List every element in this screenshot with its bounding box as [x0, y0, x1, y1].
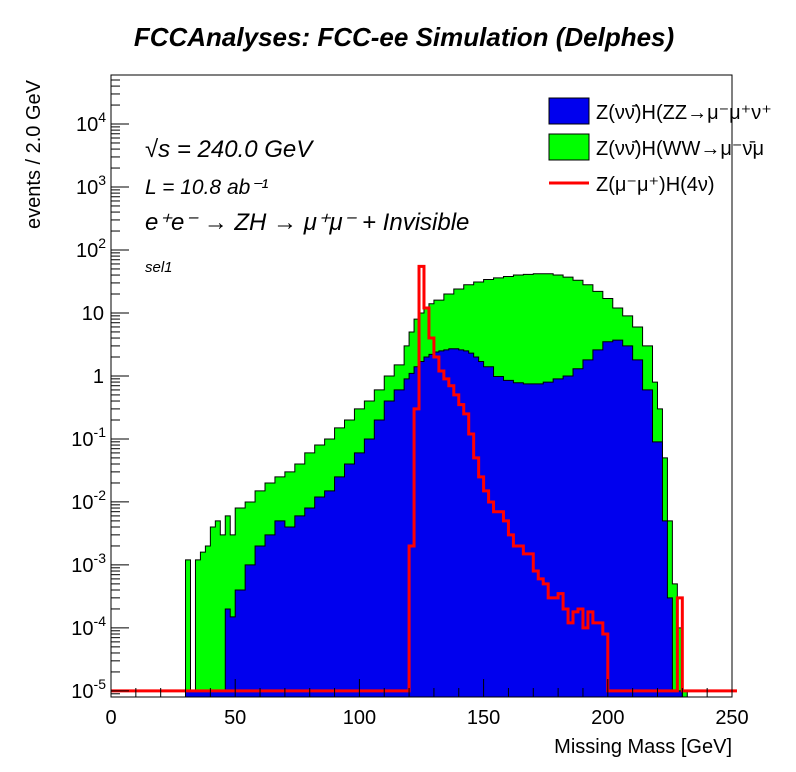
annotation-lumi: L = 10.8 ab⁻¹	[145, 176, 268, 199]
legend-swatch-zz	[548, 97, 590, 125]
x-tick-label: 0	[105, 707, 116, 729]
y-tick-label: 103	[76, 172, 106, 199]
annotation-sqrts: √s = 240.0 GeV	[145, 136, 314, 163]
x-axis-label: Missing Mass [GeV]	[554, 736, 732, 758]
x-tick-label: 150	[467, 707, 500, 729]
legend: Z(νν̄)H(ZZ→μ⁻μ⁺ν⁺ Z(νν̄)H(WW→μ⁻ν̄μ Z(μ⁻μ⁺)…	[548, 97, 772, 196]
series-layer	[111, 264, 737, 698]
x-tick-label: 250	[715, 707, 748, 729]
y-tick-label: 104	[76, 109, 106, 136]
x-tick-label: 50	[224, 707, 246, 729]
y-tick-label: 10-2	[71, 487, 106, 514]
y-tick-label: 1	[93, 366, 104, 388]
annotation-layer: √s = 240.0 GeV L = 10.8 ab⁻¹ e⁺e⁻ → ZH → μ…	[145, 136, 469, 276]
legend-label-mumu: Z(μ⁻μ⁺)H(4ν)	[596, 174, 715, 196]
series-mumu-line	[111, 264, 737, 693]
chart-title: FCCAnalyses: FCC-ee Simulation (Delphes)	[134, 22, 674, 52]
legend-label-zz: Z(νν̄)H(ZZ→μ⁻μ⁺ν⁺	[596, 102, 772, 124]
y-tick-label: 10-5	[71, 676, 106, 703]
legend-label-ww: Z(νν̄)H(WW→μ⁻ν̄μ	[596, 138, 764, 160]
legend-swatch-ww	[548, 133, 590, 161]
y-axis-label: events / 2.0 GeV	[23, 79, 45, 229]
y-tick-label: 10-1	[71, 424, 106, 451]
axis-layer: 0 50 100 150 200 250 10-5 10-4 10-3 10-2 10-1 1 10 10…	[71, 74, 749, 729]
x-tick-label: 100	[343, 707, 376, 729]
x-tick-label: 200	[591, 707, 624, 729]
y-tick-label: 102	[76, 235, 106, 262]
annotation-process: e⁺e⁻ → ZH → μ⁺μ⁻ + Invisible	[145, 209, 469, 236]
annotation-selection: sel1	[145, 259, 173, 276]
y-tick-label: 10-3	[71, 550, 106, 577]
series-zz-histogram	[185, 339, 683, 698]
y-tick-label: 10	[82, 303, 104, 325]
y-tick-label: 10-4	[71, 613, 106, 640]
